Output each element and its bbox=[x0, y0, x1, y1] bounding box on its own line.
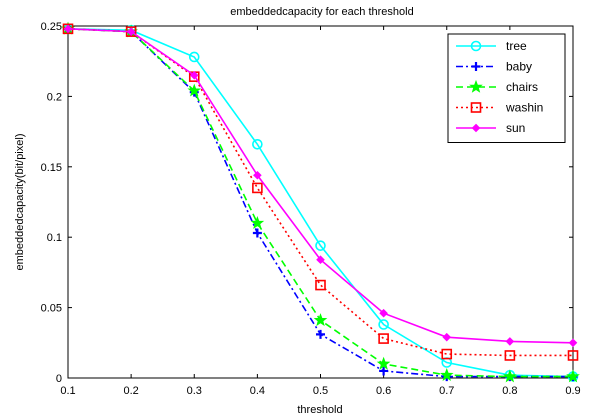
data-point-sun bbox=[442, 332, 452, 342]
x-tick-label: 0.4 bbox=[250, 385, 265, 397]
data-point-sun bbox=[189, 70, 199, 80]
data-point-tree bbox=[252, 138, 263, 150]
y-axis-title: embeddedcapacity(bit/pixel) bbox=[14, 134, 26, 271]
data-point-sun bbox=[568, 338, 578, 348]
data-point-chairs bbox=[503, 369, 517, 383]
series-layer bbox=[61, 21, 580, 383]
data-point-chairs bbox=[566, 369, 580, 383]
legend-item-washin: washin bbox=[456, 101, 543, 115]
y-tick-label: 0.25 bbox=[41, 21, 62, 33]
legend-label: chairs bbox=[506, 80, 538, 94]
y-tick-label: 0.2 bbox=[47, 91, 62, 103]
data-point-sun bbox=[63, 24, 73, 34]
data-point-tree bbox=[188, 51, 200, 63]
series-sun bbox=[63, 24, 578, 348]
x-tick-label: 0.8 bbox=[502, 385, 517, 397]
data-point-sun bbox=[253, 170, 262, 180]
x-tick-label: 0.5 bbox=[313, 385, 328, 397]
x-tick-label: 0.1 bbox=[60, 385, 75, 397]
data-point-washin bbox=[252, 182, 263, 194]
legend-item-sun: sun bbox=[456, 121, 525, 135]
legend-item-chairs: chairs bbox=[456, 79, 538, 94]
x-axis-title: threshold bbox=[297, 404, 342, 416]
y-tick-label: 0 bbox=[56, 373, 62, 385]
legend-marker bbox=[471, 123, 481, 133]
legend-marker bbox=[470, 40, 482, 52]
data-point-tree bbox=[315, 240, 326, 251]
series-line-tree bbox=[67, 28, 574, 378]
data-point-washin bbox=[504, 350, 516, 361]
legend-label: tree bbox=[506, 39, 527, 53]
data-point-sun bbox=[505, 337, 515, 346]
data-point-washin bbox=[567, 350, 579, 361]
data-point-chairs bbox=[313, 313, 328, 327]
data-point-chairs bbox=[187, 83, 202, 97]
data-point-chairs bbox=[439, 368, 454, 381]
data-point-washin bbox=[315, 279, 326, 291]
data-point-chairs bbox=[250, 215, 265, 229]
data-point-baby bbox=[252, 228, 262, 238]
y-tick-label: 0.1 bbox=[47, 232, 62, 244]
y-tick-label: 0.15 bbox=[41, 162, 62, 174]
x-tick-label: 0.2 bbox=[123, 385, 138, 397]
chart-title: embeddedcapacity for each threshold bbox=[230, 6, 413, 18]
y-tick-label: 0.05 bbox=[41, 303, 62, 315]
legend: tree baby chairs washin sun bbox=[447, 33, 566, 143]
data-point-sun bbox=[126, 27, 136, 36]
legend-box bbox=[447, 33, 566, 143]
data-point-tree bbox=[378, 319, 389, 330]
data-point-baby bbox=[316, 329, 325, 339]
legend-label: washin bbox=[505, 101, 543, 115]
data-point-washin bbox=[441, 348, 453, 360]
legend-label: baby bbox=[506, 60, 532, 74]
data-point-sun bbox=[316, 255, 325, 265]
legend-item-baby: baby bbox=[456, 60, 532, 74]
x-tick-label: 0.3 bbox=[187, 385, 202, 397]
x-tick-label: 0.9 bbox=[565, 385, 580, 397]
legend-item-tree: tree bbox=[456, 39, 527, 53]
legend-marker bbox=[469, 79, 483, 93]
x-axis: 0.1 0.2 0.3 0.4 0.5 0.6 0.7 0.8 0.9 bbox=[60, 26, 581, 397]
legend-marker bbox=[471, 62, 481, 71]
data-point-chairs bbox=[376, 356, 391, 370]
data-point-washin bbox=[378, 333, 389, 344]
x-tick-label: 0.6 bbox=[376, 385, 391, 397]
legend-marker bbox=[470, 102, 482, 113]
x-tick-label: 0.7 bbox=[439, 385, 454, 397]
data-point-sun bbox=[379, 308, 388, 318]
legend-label: sun bbox=[506, 121, 525, 135]
data-point-baby bbox=[379, 366, 389, 376]
